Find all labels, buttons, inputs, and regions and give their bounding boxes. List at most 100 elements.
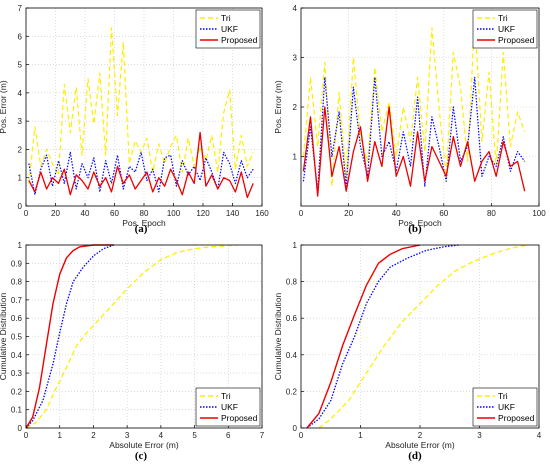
series-line-proposed (306, 244, 421, 429)
x-axis-label: Pos. Epoch (398, 218, 442, 228)
y-tick-label: 0.7 (11, 296, 23, 305)
legend-label-proposed: Proposed (221, 35, 258, 45)
y-tick-label: 3 (293, 54, 298, 63)
x-tick-label: 7 (260, 431, 265, 440)
x-tick-label: 20 (51, 209, 60, 218)
panel-caption: (d) (408, 450, 422, 462)
x-tick-label: 80 (487, 209, 496, 218)
x-tick-label: 100 (532, 209, 546, 218)
y-axis-label: Cumulative Distribution (273, 293, 283, 381)
series-line-proposed (28, 131, 254, 199)
x-tick-label: 6 (226, 431, 231, 440)
y-tick-label: 0 (18, 202, 23, 211)
y-tick-label: 0.1 (11, 406, 23, 415)
y-tick-label: 4 (293, 4, 298, 13)
x-tick-label: 1 (358, 431, 363, 440)
x-tick-label: 0 (299, 431, 304, 440)
x-tick-label: 2 (91, 431, 96, 440)
y-tick-label: 0.4 (11, 351, 23, 360)
x-axis-label: Pos. Epoch (122, 218, 166, 228)
legend-label-ukf: UKF (498, 24, 515, 34)
series-line-proposed (25, 244, 114, 429)
x-tick-label: 60 (110, 209, 119, 218)
series-line-ukf (302, 76, 526, 192)
x-tick-label: 160 (255, 209, 269, 218)
y-tick-label: 6 (18, 32, 23, 41)
legend-label-tri: Tri (221, 391, 231, 401)
x-tick-label: 2 (418, 431, 423, 440)
y-tick-label: 1 (18, 241, 23, 250)
legend-label-tri: Tri (498, 391, 508, 401)
x-tick-label: 80 (140, 209, 149, 218)
y-tick-label: 1 (293, 153, 298, 162)
y-axis-label: Pos. Error (m) (0, 80, 8, 134)
x-tick-label: 4 (159, 431, 164, 440)
chart-panel-3: 0 1 2 3 4 5 6 7 0 0.1 0.2 0.3 0.4 0.5 0.6 0.7 0.8 0.9 1 Abs… (0, 241, 265, 462)
y-tick-label: 0 (18, 424, 23, 433)
panel-caption: (c) (135, 450, 148, 462)
y-tick-label: 5 (18, 61, 23, 70)
y-tick-label: 0.9 (11, 259, 23, 268)
x-tick-label: 0 (24, 431, 29, 440)
x-tick-label: 0 (24, 209, 29, 218)
x-tick-label: 5 (192, 431, 197, 440)
y-tick-label: 0.2 (11, 387, 23, 396)
series-line-tri (25, 244, 239, 429)
y-tick-label: 7 (18, 4, 23, 13)
legend-label-proposed: Proposed (221, 413, 258, 423)
y-tick-label: 4 (18, 89, 23, 98)
y-tick-label: 2 (293, 103, 298, 112)
x-axis-label: Absolute Error (m) (385, 440, 455, 450)
y-tick-label: 1 (293, 241, 298, 250)
y-tick-label: 0.8 (11, 278, 23, 287)
y-axis-label: Cumulative Distribution (0, 293, 8, 381)
panel-caption: (b) (408, 223, 422, 235)
x-tick-label: 120 (196, 209, 210, 218)
chart-panel-2: 0 20 40 60 80 100 1 2 3 4 Pos. Epoch Pos. Error (m)… (273, 4, 546, 235)
x-tick-label: 140 (226, 209, 240, 218)
x-tick-label: 100 (167, 209, 181, 218)
y-tick-label: 0.8 (286, 278, 298, 287)
x-axis-label: Absolute Error (m) (109, 440, 179, 450)
y-tick-label: 0.5 (11, 333, 23, 342)
y-tick-label: 2 (18, 145, 23, 154)
x-tick-label: 40 (392, 209, 401, 218)
legend-label-proposed: Proposed (498, 35, 535, 45)
x-tick-label: 60 (439, 209, 448, 218)
legend-label-ukf: UKF (221, 402, 238, 412)
y-tick-label: 1 (18, 174, 23, 183)
legend-label-tri: Tri (498, 13, 508, 23)
y-tick-label: 3 (18, 117, 23, 126)
y-axis-label: Pos. Error (m) (273, 80, 283, 134)
series-line-tri (28, 27, 254, 184)
chart-panel-1: 0 20 40 60 80 100 120 140 160 0 1 2 3 4 5 6 7 Pos. Epoch P… (0, 4, 269, 235)
y-tick-label: 0 (293, 424, 298, 433)
y-tick-label: 0.4 (286, 351, 298, 360)
series-line-tri (302, 17, 526, 187)
x-tick-label: 3 (125, 431, 130, 440)
y-tick-label: 0.2 (286, 387, 298, 396)
x-tick-label: 40 (81, 209, 90, 218)
legend-label-proposed: Proposed (498, 413, 535, 423)
y-tick-label: 0.6 (11, 314, 23, 323)
legend-label-tri: Tri (221, 13, 231, 23)
x-tick-label: 0 (299, 209, 304, 218)
x-tick-label: 4 (537, 431, 542, 440)
chart-panel-4: 0 1 2 3 4 0 0.2 0.4 0.6 0.8 1 Absolute Error (m) Cum… (273, 241, 542, 462)
y-tick-label: 0.6 (286, 314, 298, 323)
series-line-ukf (25, 244, 114, 429)
legend-label-ukf: UKF (221, 24, 238, 34)
series-line-tri (318, 244, 528, 429)
panel-caption: (a) (135, 223, 148, 235)
y-tick-label: 0.3 (11, 369, 23, 378)
x-tick-label: 3 (477, 431, 482, 440)
series-line-ukf (306, 244, 459, 429)
x-tick-label: 1 (57, 431, 62, 440)
series-line-proposed (302, 106, 526, 197)
legend-label-ukf: UKF (498, 402, 515, 412)
